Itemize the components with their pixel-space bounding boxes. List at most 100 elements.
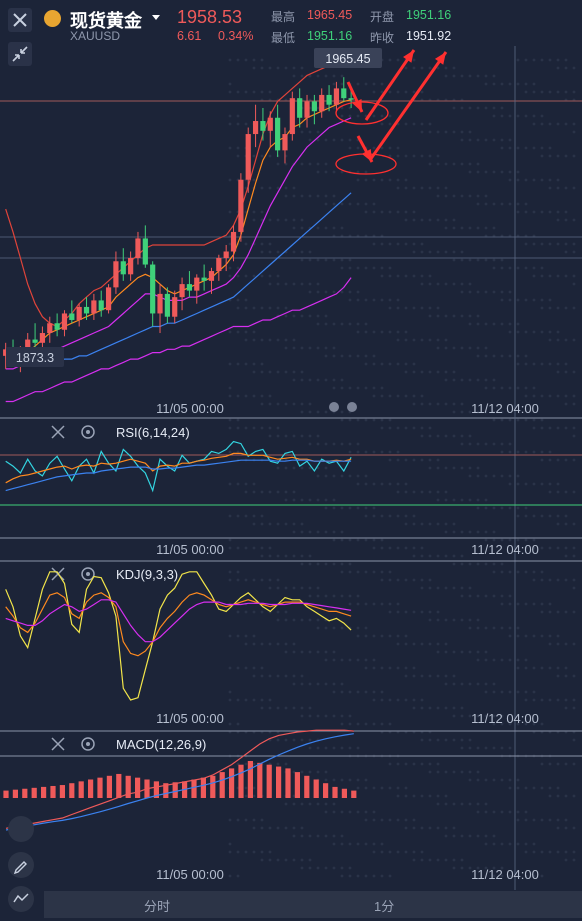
indicator-icon[interactable] — [8, 886, 34, 912]
macd-bar — [351, 790, 357, 798]
map-dot — [412, 122, 416, 126]
map-dot — [420, 338, 424, 342]
map-dot — [252, 762, 256, 766]
macd-bar — [163, 783, 169, 798]
map-dot — [484, 290, 488, 294]
map-dot — [252, 210, 256, 214]
tab-1min[interactable]: 1分 — [374, 899, 395, 914]
map-dot — [372, 602, 376, 606]
map-dot — [228, 538, 232, 542]
map-dot — [396, 850, 400, 854]
map-dot — [484, 138, 488, 142]
map-dot — [428, 738, 432, 742]
map-dot — [236, 274, 240, 278]
map-dot — [300, 530, 304, 534]
symbol-name[interactable]: 现货黄金 — [70, 11, 142, 31]
map-dot — [260, 666, 264, 670]
layers-tool-icon[interactable] — [8, 816, 34, 842]
chevron-down-icon[interactable] — [152, 15, 160, 20]
map-dot — [484, 658, 488, 662]
map-dot — [364, 874, 368, 878]
map-dot — [420, 738, 424, 742]
map-dot — [420, 154, 424, 158]
map-dot — [500, 506, 504, 510]
map-dot — [292, 530, 296, 534]
map-dot — [468, 474, 472, 478]
map-dot — [300, 562, 304, 566]
map-dot — [516, 818, 520, 822]
map-dot — [572, 242, 576, 246]
map-dot — [380, 666, 384, 670]
map-dot — [484, 778, 488, 782]
map-dot — [572, 426, 576, 430]
map-dot — [308, 258, 312, 262]
map-dot — [252, 306, 256, 310]
map-dot — [532, 418, 536, 422]
map-dot — [452, 410, 456, 414]
map-dot — [380, 850, 384, 854]
map-dot — [228, 634, 232, 638]
map-dot — [436, 154, 440, 158]
map-dot — [308, 162, 312, 166]
map-dot — [540, 146, 544, 150]
macd-bar — [41, 786, 47, 798]
macd-bar — [304, 775, 310, 798]
map-dot — [244, 546, 248, 550]
map-dot — [252, 514, 256, 518]
map-dot — [300, 346, 304, 350]
map-dot — [468, 530, 472, 534]
map-dot — [532, 666, 536, 670]
map-dot — [444, 218, 448, 222]
macd-bar — [276, 766, 282, 798]
map-dot — [444, 674, 448, 678]
map-dot — [308, 770, 312, 774]
map-dot — [260, 674, 264, 678]
map-dot — [428, 618, 432, 622]
map-dot — [284, 466, 288, 470]
map-dot — [556, 610, 560, 614]
map-dot — [316, 434, 320, 438]
map-dot — [564, 706, 568, 710]
map-dot — [572, 490, 576, 494]
map-dot — [236, 122, 240, 126]
map-dot — [508, 538, 512, 542]
map-dot — [372, 842, 376, 846]
tab-timeshare[interactable]: 分时 — [144, 899, 171, 914]
map-dot — [372, 874, 376, 878]
map-dot — [556, 794, 560, 798]
map-dot — [532, 602, 536, 606]
map-dot — [396, 458, 400, 462]
map-dot — [476, 226, 480, 230]
map-dot — [524, 266, 528, 270]
map-dot — [388, 122, 392, 126]
map-dot — [268, 306, 272, 310]
map-background — [228, 58, 576, 878]
close-icon[interactable] — [8, 8, 32, 32]
map-dot — [404, 218, 408, 222]
map-dot — [548, 210, 552, 214]
map-dot — [356, 810, 360, 814]
collapse-icon[interactable] — [8, 42, 32, 66]
map-dot — [492, 378, 496, 382]
map-dot — [324, 866, 328, 870]
map-dot — [564, 122, 568, 126]
map-dot — [276, 490, 280, 494]
map-dot — [244, 338, 248, 342]
map-dot — [292, 194, 296, 198]
map-dot — [364, 514, 368, 518]
map-dot — [388, 722, 392, 726]
map-dot — [300, 618, 304, 622]
map-dot — [308, 138, 312, 142]
map-dot — [484, 714, 488, 718]
map-dot — [396, 602, 400, 606]
candle-body — [25, 339, 31, 353]
map-dot — [460, 738, 464, 742]
map-dot — [564, 338, 568, 342]
map-dot — [324, 594, 328, 598]
pencil-icon[interactable] — [8, 852, 34, 878]
map-dot — [572, 546, 576, 550]
map-dot — [460, 290, 464, 294]
map-dot — [548, 146, 552, 150]
map-dot — [404, 514, 408, 518]
